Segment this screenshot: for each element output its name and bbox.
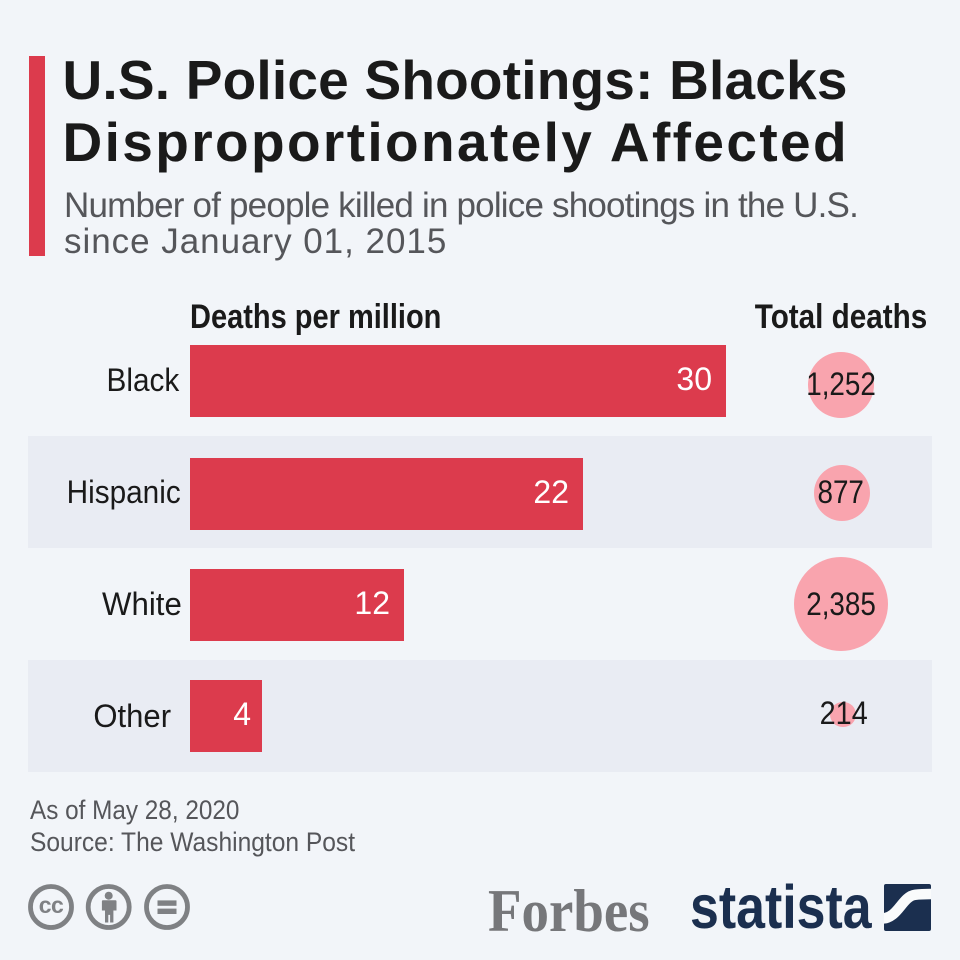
svg-text:cc: cc — [38, 892, 63, 918]
